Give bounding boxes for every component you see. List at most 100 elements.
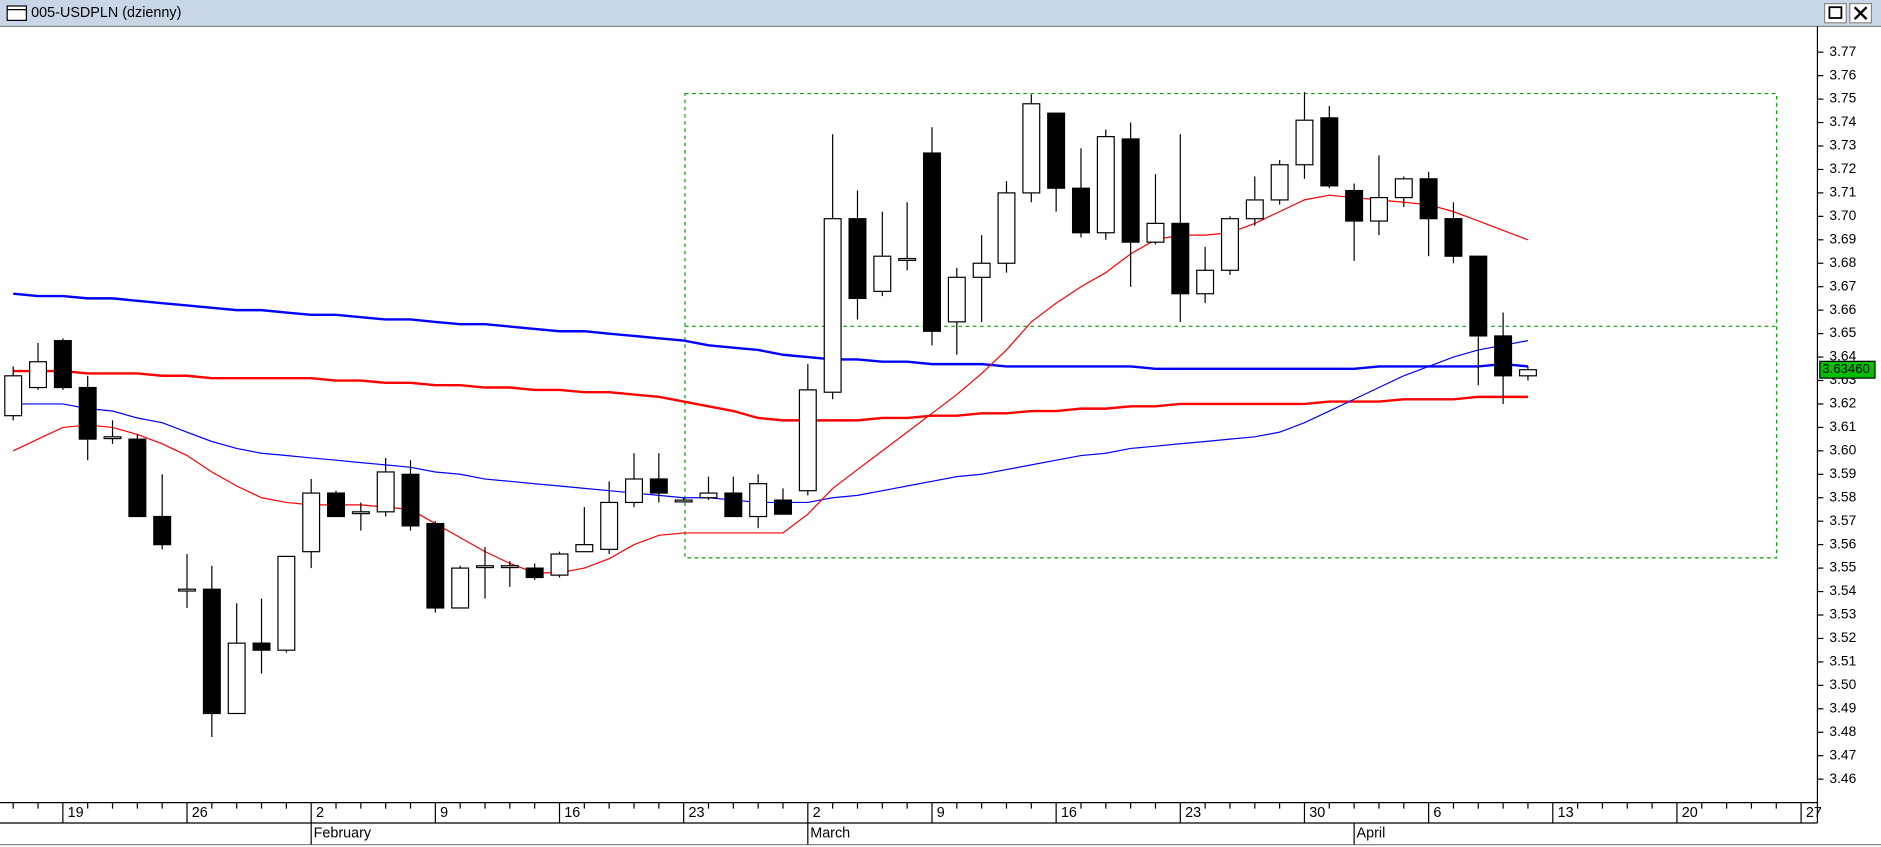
moving-average-line <box>12 194 1529 574</box>
candle-body <box>376 471 395 513</box>
plot-area <box>4 92 1537 737</box>
candle-body <box>724 492 743 518</box>
candle-body <box>426 522 445 609</box>
candle-body <box>649 478 668 494</box>
last-value-box <box>1819 360 1876 379</box>
candle-body <box>451 567 470 609</box>
x-tick-label: 27 <box>1806 805 1822 821</box>
moving-average-line <box>13 292 1529 370</box>
candle-body <box>128 438 147 518</box>
candle-body <box>1022 103 1041 194</box>
y-tick-label: 3.74 <box>1829 114 1856 129</box>
y-tick-label: 3.72 <box>1829 161 1856 176</box>
moving-average-line <box>13 340 1529 504</box>
candle-body <box>749 483 768 518</box>
x-tick-label: 13 <box>1558 805 1574 821</box>
x-tick-label: 6 <box>1433 805 1441 821</box>
window-title: 005-USDPLN (dzienny) <box>31 5 181 21</box>
candle-body <box>500 565 519 569</box>
y-tick-label: 3.61 <box>1829 419 1856 434</box>
candle-body <box>1469 255 1488 337</box>
candle-body <box>351 511 370 515</box>
x-tick-label: 26 <box>192 805 208 821</box>
y-tick-label: 3.57 <box>1829 513 1856 528</box>
candle-body <box>1196 269 1215 295</box>
candle-body <box>674 499 693 503</box>
y-tick-label: 3.68 <box>1829 255 1856 270</box>
range-box <box>684 92 1778 559</box>
y-tick-label: 3.46 <box>1829 771 1856 786</box>
candle-body <box>625 478 643 504</box>
x-tick-label: 30 <box>1309 805 1325 821</box>
candle-body <box>1419 178 1438 220</box>
candle-body <box>1295 119 1314 166</box>
x-tick-label: 20 <box>1682 805 1698 821</box>
candle-body <box>1369 196 1388 222</box>
y-tick-label: 3.70 <box>1829 208 1856 223</box>
candle-body <box>1245 199 1264 220</box>
y-tick-label: 3.77 <box>1829 44 1856 59</box>
candle-body <box>1146 222 1165 243</box>
y-tick-label: 3.64 <box>1829 349 1856 364</box>
candle-body <box>227 642 246 715</box>
candle-body <box>1444 218 1463 257</box>
x-tick-label: 9 <box>937 805 945 821</box>
x-tick-label: 23 <box>688 805 704 821</box>
candle-body <box>798 389 817 492</box>
candle-body <box>202 588 221 715</box>
candle-body <box>873 255 892 292</box>
candle-body <box>1394 178 1413 199</box>
close-button[interactable] <box>1849 2 1873 24</box>
title-bar <box>0 0 1881 27</box>
candle-body <box>1494 335 1513 377</box>
candle-body <box>1518 369 1537 377</box>
y-tick-label: 3.54 <box>1829 583 1856 598</box>
y-tick-label: 3.59 <box>1829 466 1856 481</box>
x-tick-label: 19 <box>68 805 84 821</box>
y-tick-label: 3.48 <box>1829 724 1856 739</box>
candle-body <box>302 492 321 553</box>
y-tick-label: 3.50 <box>1829 677 1856 692</box>
x-tick-label: 2 <box>316 805 324 821</box>
candle-body <box>29 361 48 389</box>
candle-body <box>4 375 23 417</box>
candle-body <box>699 492 718 499</box>
candle-body <box>997 192 1016 264</box>
maximize-icon[interactable] <box>1828 6 1843 19</box>
candle-body <box>178 588 197 592</box>
candle-body <box>600 501 619 550</box>
y-tick-label: 3.62 <box>1829 396 1856 411</box>
close-icon[interactable] <box>1853 6 1868 21</box>
candle-body <box>327 492 346 518</box>
month-label: March <box>810 826 850 842</box>
y-tick-label: 3.47 <box>1829 747 1856 762</box>
y-tick-label: 3.73 <box>1829 138 1856 153</box>
y-tick-label: 3.76 <box>1829 67 1856 82</box>
candle-body <box>401 473 420 527</box>
y-tick-label: 3.51 <box>1829 654 1856 669</box>
y-tick-label: 3.66 <box>1829 302 1856 317</box>
y-tick-label: 3.69 <box>1829 231 1856 246</box>
candle-body <box>1096 136 1115 234</box>
y-tick-label: 3.53 <box>1829 607 1856 622</box>
candle-body <box>1121 138 1140 243</box>
candle-body <box>103 436 122 440</box>
candle-body <box>53 340 72 389</box>
y-tick-label: 3.56 <box>1829 536 1856 551</box>
candle-body <box>78 386 97 440</box>
window-icon <box>6 5 27 21</box>
x-tick-label: 16 <box>1061 805 1077 821</box>
candle-body <box>550 553 569 576</box>
x-tick-label: 23 <box>1185 805 1201 821</box>
candle-body <box>1270 164 1289 201</box>
y-tick-label: 3.67 <box>1829 278 1856 293</box>
candle-body <box>1171 222 1190 295</box>
month-label: April <box>1357 826 1386 842</box>
candle-body <box>1071 187 1090 234</box>
candle-body <box>575 544 594 553</box>
y-tick-label: 3.71 <box>1829 185 1856 200</box>
y-tick-label: 3.60 <box>1829 442 1856 457</box>
maximize-button[interactable] <box>1824 2 1847 24</box>
